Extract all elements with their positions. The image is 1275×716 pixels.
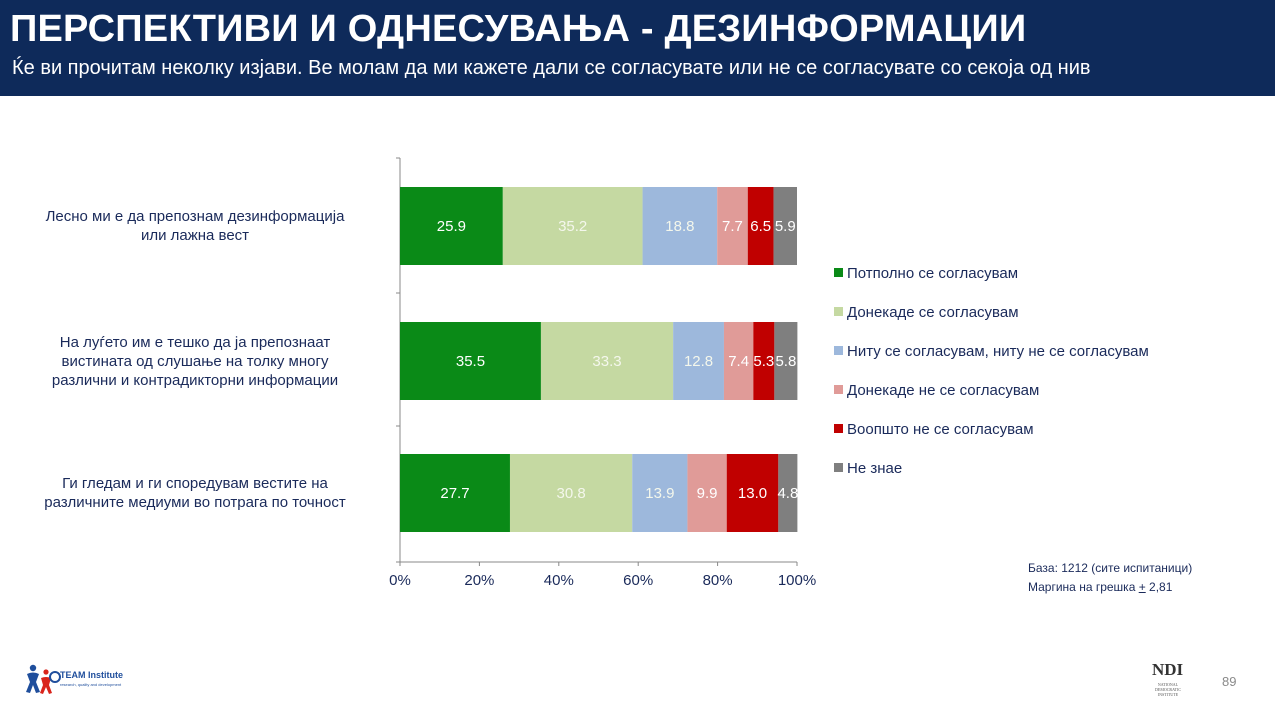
category-label-line: На луѓето им е тешко да ја препознаат	[59, 333, 331, 351]
data-label: 9.9	[697, 485, 718, 502]
category-label-line: различни и контрадикторни информации	[51, 371, 339, 389]
ndi-logo-tagline: NATIONAL DEMOCRATIC INSTITUTE	[1154, 682, 1181, 697]
legend-item: Воопшто не се согласувам	[834, 421, 1034, 438]
base-text: База: 1212 (сите испитаници)	[1028, 561, 1193, 575]
legend-label: Не знае	[847, 460, 903, 477]
data-label: 6.5	[750, 218, 771, 235]
ndi-logo: NDI NATIONAL DEMOCRATIC INSTITUTE	[1138, 658, 1196, 698]
margin-label: Маргина на грешка	[1028, 580, 1139, 594]
legend-label: Донекаде не се согласувам	[847, 382, 1040, 399]
bar-segment	[400, 454, 510, 532]
category-label-line: Лесно ми е да препознам дезинформација	[45, 208, 345, 225]
ndi-logo-text: NDI	[1152, 660, 1184, 679]
x-tick-label: 80%	[703, 572, 733, 589]
category-label: Ги гледам и ги споредувам вестите на разл…	[10, 474, 380, 512]
margin-value: 2,81	[1145, 580, 1173, 594]
data-label: 33.3	[592, 353, 621, 370]
data-label: 18.8	[665, 218, 694, 235]
bar-segment	[642, 187, 718, 265]
data-label: 25.9	[437, 218, 466, 235]
x-tick-label: 40%	[544, 572, 574, 589]
legend-swatch	[834, 346, 843, 355]
data-label: 7.7	[722, 218, 743, 235]
data-label: 35.2	[558, 218, 587, 235]
x-tick-label: 0%	[389, 572, 411, 589]
legend-item: Потполно се согласувам	[834, 265, 1018, 282]
bar-segment	[502, 187, 643, 265]
legend-label: Воопшто не се согласувам	[847, 421, 1034, 438]
bar-segment	[673, 322, 724, 400]
legend-item: Донекаде се согласувам	[834, 304, 1019, 321]
legend-label: Донекаде се согласувам	[847, 304, 1019, 321]
legend-swatch	[834, 268, 843, 277]
legend-swatch	[834, 463, 843, 472]
x-tick-label: 100%	[778, 572, 816, 589]
header-banner: ПЕРСПЕКТИВИ И ОДНЕСУВАЊА - ДЕЗИНФОРМАЦИИ…	[0, 0, 1275, 96]
legend-item: Не знае	[834, 460, 902, 477]
page-subtitle: Ќе ви прочитам неколку изјави. Ве молам …	[12, 57, 1091, 79]
category-label-line: вистината од слушање на толку многу	[61, 352, 329, 370]
category-label: На луѓето им е тешко да ја препознаат вис…	[10, 333, 380, 390]
bar-segment	[778, 454, 798, 532]
bar-segment	[400, 322, 541, 400]
team-figure-icon	[26, 664, 61, 694]
team-logo-text: TEAM Institute	[60, 670, 123, 680]
margin-of-error: Маргина на грешка + 2,81	[1028, 578, 1192, 597]
bar-segment	[753, 322, 775, 400]
page-title: ПЕРСПЕКТИВИ И ОДНЕСУВАЊА - ДЕЗИНФОРМАЦИИ	[10, 8, 1027, 50]
legend-item: Ниту се согласувам, ниту не се согласува…	[834, 343, 1149, 360]
bar-segment	[773, 187, 797, 265]
base-note: База: 1212 (сите испитаници) Маргина на …	[1028, 559, 1192, 597]
legend-swatch	[834, 307, 843, 316]
legend-label: Потполно се согласувам	[847, 265, 1019, 282]
bar-segment	[509, 454, 633, 532]
legend-swatch	[834, 385, 843, 394]
bar-segment	[400, 187, 503, 265]
data-label: 13.9	[645, 485, 674, 502]
bar-segment	[723, 322, 754, 400]
category-label: Лесно ми е да препознам дезинформација ил…	[10, 207, 380, 245]
bar-segment	[540, 322, 674, 400]
bar-segment	[747, 187, 774, 265]
data-label: 35.5	[456, 353, 485, 370]
bar-segment	[726, 454, 779, 532]
data-label: 27.7	[440, 485, 469, 502]
bar-segment	[774, 322, 798, 400]
bar-segment	[687, 454, 727, 532]
data-label: 7.4	[728, 353, 749, 370]
page-number: 89	[1222, 674, 1237, 689]
legend-label: Ниту се согласувам, ниту не се согласува…	[847, 343, 1149, 360]
team-logo-tagline: research, quality and development	[60, 682, 122, 687]
category-label-line: различните медиуми во потрага по точност	[44, 494, 346, 511]
category-label-line: Ги гледам и ги споредувам вестите на	[62, 475, 328, 492]
data-label: 5.9	[775, 218, 796, 235]
plus-minus-symbol: +	[1138, 580, 1146, 594]
team-institute-logo: TEAM Institute research, quality and dev…	[24, 660, 139, 702]
legend-swatch	[834, 424, 843, 433]
x-tick-label: 20%	[464, 572, 494, 589]
x-tick-label: 60%	[623, 572, 653, 589]
data-label: 12.8	[684, 353, 713, 370]
bar-segment	[632, 454, 688, 532]
category-label-line: или лажна вест	[140, 227, 250, 244]
bar-segment	[717, 187, 748, 265]
data-label: 30.8	[557, 485, 586, 502]
data-label: 13.0	[738, 485, 767, 502]
data-label: 4.8	[777, 485, 798, 502]
legend-item: Донекаде не се согласувам	[834, 382, 1039, 399]
data-label: 5.3	[753, 353, 774, 370]
data-label: 5.8	[775, 353, 796, 370]
